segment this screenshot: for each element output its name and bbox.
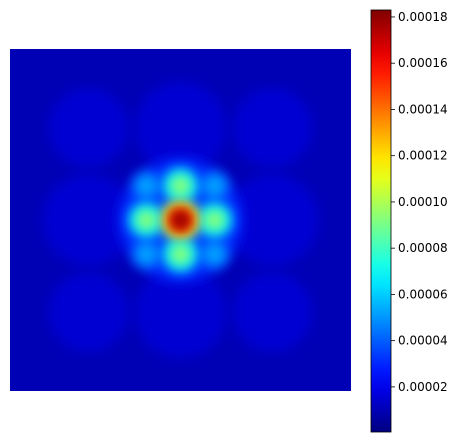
outer-blob xyxy=(48,272,129,353)
colorbar: 0.00002 0.00004 0.00006 0.00008 0.00010 0.000… xyxy=(370,9,448,433)
colorbar-tick-label: 0.00006 xyxy=(398,287,448,301)
lobe-bottom-right xyxy=(201,241,228,268)
colorbar-gradient xyxy=(370,9,392,433)
colorbar-tick-label: 0.00016 xyxy=(398,56,448,70)
lobe-top-right xyxy=(201,172,228,199)
outer-blob xyxy=(42,174,135,266)
outer-blob xyxy=(232,272,313,353)
lobe-top xyxy=(170,175,191,196)
outer-blob xyxy=(226,174,319,266)
lobe-bottom-left xyxy=(133,241,160,268)
colorbar-tick-label: 0.00004 xyxy=(398,334,448,348)
colorbar-tick-label: 0.00018 xyxy=(398,10,448,24)
outer-blob xyxy=(232,87,313,168)
colorbar-tick-label: 0.00008 xyxy=(398,241,448,255)
colorbar-tick-label: 0.00014 xyxy=(398,102,448,116)
lobe-left xyxy=(136,210,157,230)
outer-blob xyxy=(134,81,227,174)
heatmap-image xyxy=(10,49,351,391)
outer-blob xyxy=(48,87,129,168)
colorbar-tick-label: 0.00010 xyxy=(398,195,448,209)
colorbar-tick-label: 0.00012 xyxy=(398,149,448,163)
lobe-bottom xyxy=(170,244,191,265)
lobe-top-left xyxy=(133,172,160,199)
central-peak xyxy=(173,213,188,227)
lobe-right xyxy=(204,210,225,230)
outer-blob xyxy=(134,266,227,359)
colorbar-tick-label: 0.00002 xyxy=(398,380,448,394)
